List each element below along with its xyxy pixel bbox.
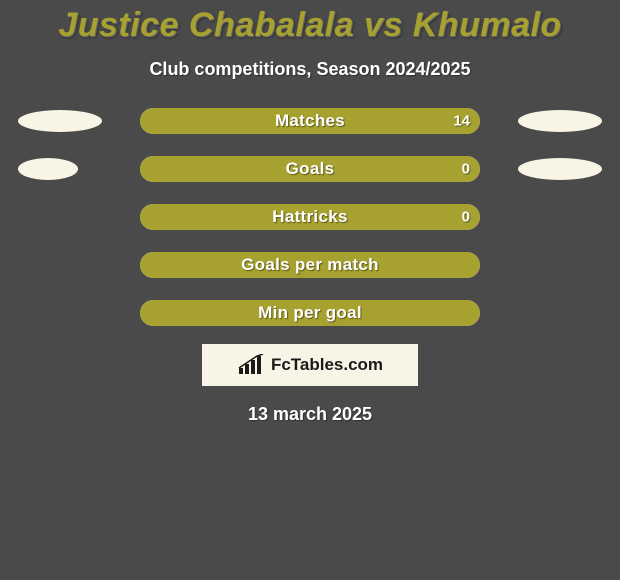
stat-row: Matches14 [0, 108, 620, 134]
page-subtitle: Club competitions, Season 2024/2025 [0, 59, 620, 80]
stat-bar-fill-right [140, 108, 480, 134]
stat-bar-fill-right [140, 252, 480, 278]
stat-row: Hattricks0 [0, 204, 620, 230]
stat-row: Goals0 [0, 156, 620, 182]
date-text: 13 march 2025 [0, 404, 620, 425]
stat-bar-fill-right [140, 300, 480, 326]
stat-row: Min per goal [0, 300, 620, 326]
player-right-bubble [518, 110, 602, 132]
attribution-text: FcTables.com [271, 355, 383, 375]
stat-bar: Matches14 [140, 108, 480, 134]
page-title: Justice Chabalala vs Khumalo [0, 0, 620, 45]
player-left-bubble [18, 158, 78, 180]
stat-bar-fill-right [140, 156, 480, 182]
stat-bar-fill-right [140, 204, 480, 230]
stat-bar: Goals0 [140, 156, 480, 182]
player-right-bubble [518, 158, 602, 180]
attribution-badge: FcTables.com [202, 344, 418, 386]
stat-bar: Min per goal [140, 300, 480, 326]
stat-bar: Hattricks0 [140, 204, 480, 230]
chart-icon [237, 354, 265, 376]
stat-bar: Goals per match [140, 252, 480, 278]
stats-container: Matches14 Goals0 Hattricks0 Goals per match… [0, 108, 620, 326]
comparison-infographic: Justice Chabalala vs Khumalo Club compet… [0, 0, 620, 580]
player-left-bubble [18, 110, 102, 132]
stat-row: Goals per match [0, 252, 620, 278]
